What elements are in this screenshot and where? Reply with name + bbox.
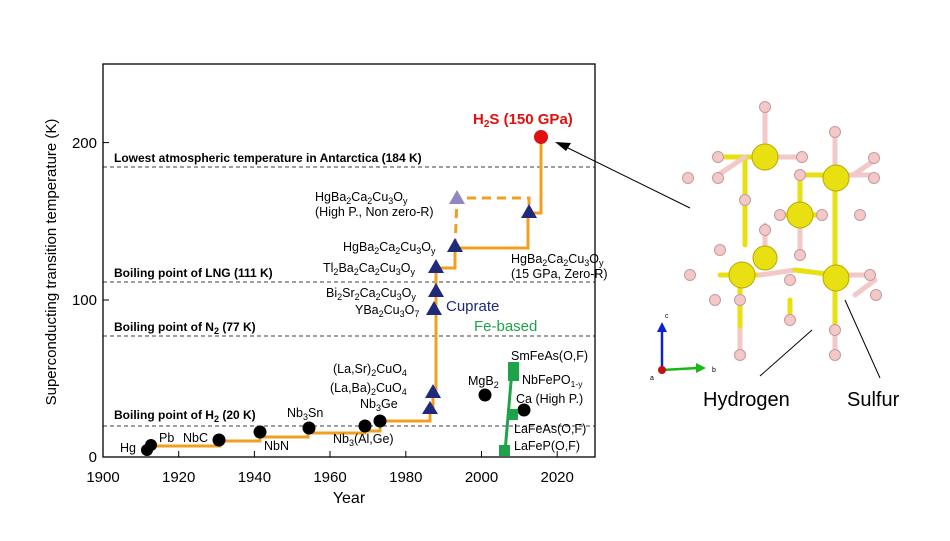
x-tick-label: 1960 — [313, 469, 346, 486]
marker-hg-high-p — [449, 190, 465, 204]
hydrogen-atoms — [682, 101, 882, 361]
reference-labels: Lowest atmospheric temperature in Antarc… — [114, 151, 422, 424]
label-lasrcuo: (La,Sr)2CuO4 — [333, 362, 407, 378]
atom-label-pointers — [759, 299, 881, 379]
marker-labacuo — [422, 401, 438, 414]
trend-line-high-pressure — [453, 196, 531, 249]
label-nbfepo: NbFePO1-y — [522, 373, 583, 389]
pointer-arrow — [555, 142, 691, 209]
label-sulfur: Sulfur — [847, 389, 900, 411]
x-tick-label: 2000 — [465, 469, 498, 486]
marker-nb3alge — [358, 419, 372, 433]
marker-smfeas — [508, 362, 519, 373]
label-ybco: YBa2Cu3O7 — [355, 303, 419, 319]
y-axis-ticks — [103, 142, 109, 458]
marker-ca-high-p — [517, 403, 531, 417]
x-tick-label: 2020 — [541, 469, 574, 486]
label-hg-high-p-note: (High P., Non zero-R) — [315, 205, 434, 219]
crystal-structure: Hydrogen Sulfur c b a — [650, 101, 900, 411]
marker-lafeas — [507, 409, 518, 420]
label-hydrogen: Hydrogen — [703, 389, 790, 411]
label-h2: Boiling point of H2 (20 K) — [114, 408, 256, 424]
label-nbc: NbC — [183, 431, 208, 445]
label-nb3ge: Nb3Ge — [360, 397, 398, 413]
y-tick-label: 200 — [72, 135, 97, 152]
series-label-cuprate: Cuprate — [446, 298, 499, 315]
marker-hg-15gpa — [521, 204, 537, 218]
label-hg: Hg — [120, 441, 136, 455]
label-pb: Pb — [159, 431, 174, 445]
axis-label-c: c — [665, 313, 669, 320]
plot-frame — [102, 63, 596, 458]
label-labacuo: (La,Ba)2CuO4 — [330, 381, 407, 397]
x-tick-label: 1900 — [86, 469, 119, 486]
label-nbn: NbN — [264, 439, 289, 453]
label-nb3sn: Nb3Sn — [287, 406, 323, 422]
sulfur-atoms — [728, 143, 850, 292]
markers — [141, 130, 548, 456]
marker-hgbacacuo — [447, 238, 463, 252]
y-axis-title: Superconducting transition temperature (… — [43, 119, 60, 406]
label-hg-15gpa-note: (15 GPa, Zero-R) — [511, 267, 608, 281]
label-antarctica: Lowest atmospheric temperature in Antarc… — [114, 151, 422, 165]
marker-bsco — [428, 283, 444, 297]
label-n2: Boiling point of N2 (77 K) — [114, 320, 256, 336]
axis-label-b: b — [712, 367, 716, 374]
label-lafeas: LaFeAs(O,F) — [514, 422, 586, 436]
label-lafep: LaFeP(O,F) — [514, 439, 580, 453]
label-hg-15gpa: HgBa2Ca2Cu3Oy — [511, 252, 604, 268]
y-tick-labels: 0 100 200 — [72, 135, 97, 466]
label-hgbacacuo: HgBa2Ca2Cu3Oy — [343, 240, 436, 256]
series-label-fe-based: Fe-based — [474, 318, 537, 335]
marker-ybco — [426, 301, 442, 315]
marker-lafep — [499, 445, 510, 456]
marker-pb — [145, 439, 157, 451]
label-ca-high-p: Ca (High P.) — [516, 392, 583, 406]
label-tbcco: Tl2Ba2Ca2Cu3Oy — [323, 261, 415, 277]
marker-lasrcuo — [425, 384, 441, 398]
y-tick-label: 100 — [72, 292, 97, 309]
marker-nbc — [212, 433, 226, 447]
x-tick-labels: 1900 1920 1940 1960 1980 2000 2020 — [86, 469, 574, 486]
label-hg-high-p: HgBa2Ca2Cu3Oy — [315, 190, 408, 206]
label-h2s: H2S (150 GPa) — [473, 111, 573, 130]
marker-nb3sn — [302, 421, 316, 435]
x-axis-ticks — [102, 451, 558, 457]
reference-lines — [103, 166, 595, 427]
x-tick-label: 1920 — [162, 469, 195, 486]
marker-nb3ge — [373, 414, 387, 428]
marker-nbfepo — [508, 370, 519, 381]
label-smfeas: SmFeAs(O,F) — [511, 349, 588, 363]
x-tick-label: 1980 — [389, 469, 422, 486]
marker-mgb2 — [478, 388, 492, 402]
label-mgb2: MgB2 — [468, 374, 499, 390]
point-labels: Hg Pb NbC NbN Nb3Sn Nb3Ge Nb3(Al,Ge) (La… — [120, 111, 608, 455]
y-tick-label: 0 — [89, 449, 97, 466]
marker-nbn — [253, 425, 267, 439]
axis-label-a: a — [650, 375, 654, 382]
marker-tbcco — [428, 259, 444, 273]
bonds — [715, 102, 878, 358]
label-lng: Boiling point of LNG (111 K) — [114, 266, 273, 280]
x-axis-title: Year — [333, 490, 366, 507]
trend-line-record — [145, 137, 543, 452]
label-bsco: Bi2Sr2Ca2Cu3Oy — [326, 286, 416, 302]
label-nb3alge: Nb3(Al,Ge) — [333, 432, 394, 448]
x-tick-label: 1940 — [238, 469, 271, 486]
marker-h2s — [534, 130, 548, 144]
axis-triad: c b a — [650, 313, 716, 382]
chart: 1900 1920 1940 1960 1980 2000 2020 0 100… — [43, 63, 691, 507]
